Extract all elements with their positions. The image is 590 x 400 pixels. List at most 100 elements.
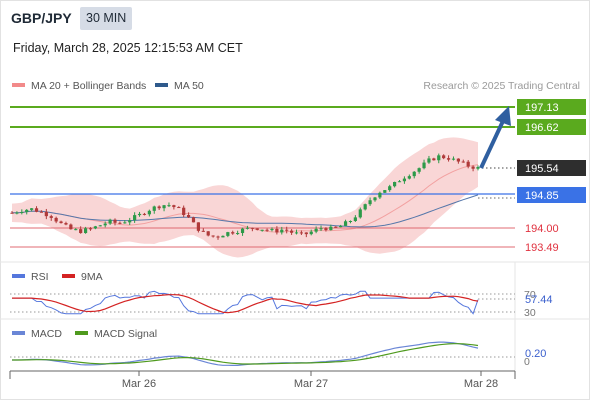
candle bbox=[412, 171, 416, 179]
legend-rsi-ma-label: 9MA bbox=[81, 271, 103, 283]
pair-label: GBP/JPY bbox=[11, 10, 72, 26]
legend-ma20-label: MA 20 + Bollinger Bands bbox=[31, 80, 147, 92]
candle bbox=[334, 226, 338, 228]
macd-tick-0: 0 bbox=[524, 356, 530, 368]
candle bbox=[270, 227, 274, 232]
bollinger-band bbox=[12, 137, 478, 258]
candle bbox=[211, 235, 215, 238]
candle bbox=[343, 219, 348, 227]
candle bbox=[309, 229, 313, 236]
candle bbox=[383, 190, 387, 193]
candle bbox=[20, 209, 24, 215]
candle bbox=[98, 225, 102, 227]
x-label-mar27: Mar 27 bbox=[294, 378, 328, 390]
price-tag-197-13: 197.13 bbox=[517, 99, 586, 115]
price-tag-195-54: 195.54 bbox=[517, 160, 586, 176]
candle bbox=[216, 235, 220, 240]
candle bbox=[240, 227, 245, 236]
price-tag-196-62: 196.62 bbox=[517, 119, 586, 135]
candle bbox=[255, 228, 259, 231]
candle bbox=[83, 226, 88, 234]
candle bbox=[432, 157, 436, 161]
legend-ma20: MA 20 + Bollinger Bands bbox=[12, 80, 146, 92]
ma20-swatch bbox=[12, 83, 25, 88]
candle bbox=[461, 159, 465, 163]
candle bbox=[59, 220, 63, 224]
legend-macd-signal-label: MACD Signal bbox=[94, 328, 158, 340]
legend-ma50-label: MA 50 bbox=[174, 80, 204, 92]
candle bbox=[108, 218, 112, 225]
candle bbox=[142, 212, 147, 216]
forecast-arrow-head bbox=[495, 106, 511, 126]
rsi-tick-30: 30 bbox=[524, 307, 536, 319]
candle bbox=[34, 206, 39, 213]
candle bbox=[442, 154, 446, 160]
candle bbox=[79, 226, 83, 234]
candle bbox=[137, 211, 142, 217]
candle bbox=[407, 174, 411, 180]
candle bbox=[226, 231, 230, 238]
candle bbox=[64, 221, 68, 226]
candle bbox=[245, 225, 250, 230]
candle bbox=[172, 204, 176, 210]
candle bbox=[15, 211, 19, 215]
candle bbox=[152, 205, 156, 214]
price-label-194-00: 194.00 bbox=[525, 223, 559, 235]
candle bbox=[397, 180, 402, 183]
price-label-193-49: 193.49 bbox=[525, 242, 559, 254]
candle bbox=[206, 231, 210, 237]
candle bbox=[69, 223, 73, 230]
candle bbox=[314, 226, 318, 234]
candle bbox=[294, 229, 299, 235]
price-tag-195-54-text: 195.54 bbox=[525, 163, 559, 175]
candle bbox=[378, 191, 382, 200]
rsi-ma-line bbox=[12, 294, 479, 314]
candle bbox=[250, 227, 254, 232]
rsi-value-label: 57.44 bbox=[525, 294, 553, 306]
candle bbox=[285, 226, 289, 234]
x-label-mar26: Mar 26 bbox=[122, 378, 156, 390]
candle bbox=[49, 214, 53, 221]
x-label-mar28: Mar 28 bbox=[464, 378, 498, 390]
candle bbox=[265, 228, 269, 232]
forecast-arrow-shaft bbox=[479, 120, 505, 169]
candle bbox=[388, 184, 392, 192]
rsi-ma-swatch bbox=[62, 274, 75, 279]
candle bbox=[363, 203, 367, 211]
ma50-swatch bbox=[155, 83, 168, 88]
candle bbox=[451, 156, 456, 161]
candle bbox=[113, 218, 117, 226]
legend-rsi-label: RSI bbox=[31, 271, 49, 283]
ma50-line bbox=[11, 194, 479, 228]
legend-rsi-ma: 9MA bbox=[62, 271, 103, 283]
candle bbox=[162, 204, 166, 212]
candle bbox=[427, 155, 431, 164]
candle bbox=[196, 222, 200, 233]
candle bbox=[437, 153, 441, 164]
candle bbox=[25, 209, 29, 215]
candle bbox=[373, 196, 377, 202]
price-tag-194-85: 194.85 bbox=[517, 187, 586, 203]
timeframe-button[interactable]: 30 MIN bbox=[80, 7, 133, 30]
price-tag-196-62-text: 196.62 bbox=[525, 122, 559, 134]
rsi-tick-70: 70 bbox=[524, 289, 536, 301]
candle bbox=[319, 225, 323, 232]
candle bbox=[221, 235, 225, 238]
candle bbox=[339, 224, 343, 228]
candle bbox=[422, 159, 426, 170]
rsi-line bbox=[12, 290, 479, 315]
candle bbox=[260, 229, 264, 232]
candle bbox=[368, 197, 372, 206]
candle bbox=[133, 212, 137, 223]
candle bbox=[329, 224, 333, 231]
candle bbox=[466, 160, 470, 169]
macd-line bbox=[12, 341, 479, 366]
candle bbox=[157, 205, 161, 211]
legend-macd-signal: MACD Signal bbox=[75, 328, 157, 340]
candle bbox=[123, 220, 127, 224]
candle bbox=[44, 208, 48, 220]
candle bbox=[147, 209, 151, 217]
candle bbox=[88, 227, 93, 231]
candle bbox=[476, 165, 480, 171]
